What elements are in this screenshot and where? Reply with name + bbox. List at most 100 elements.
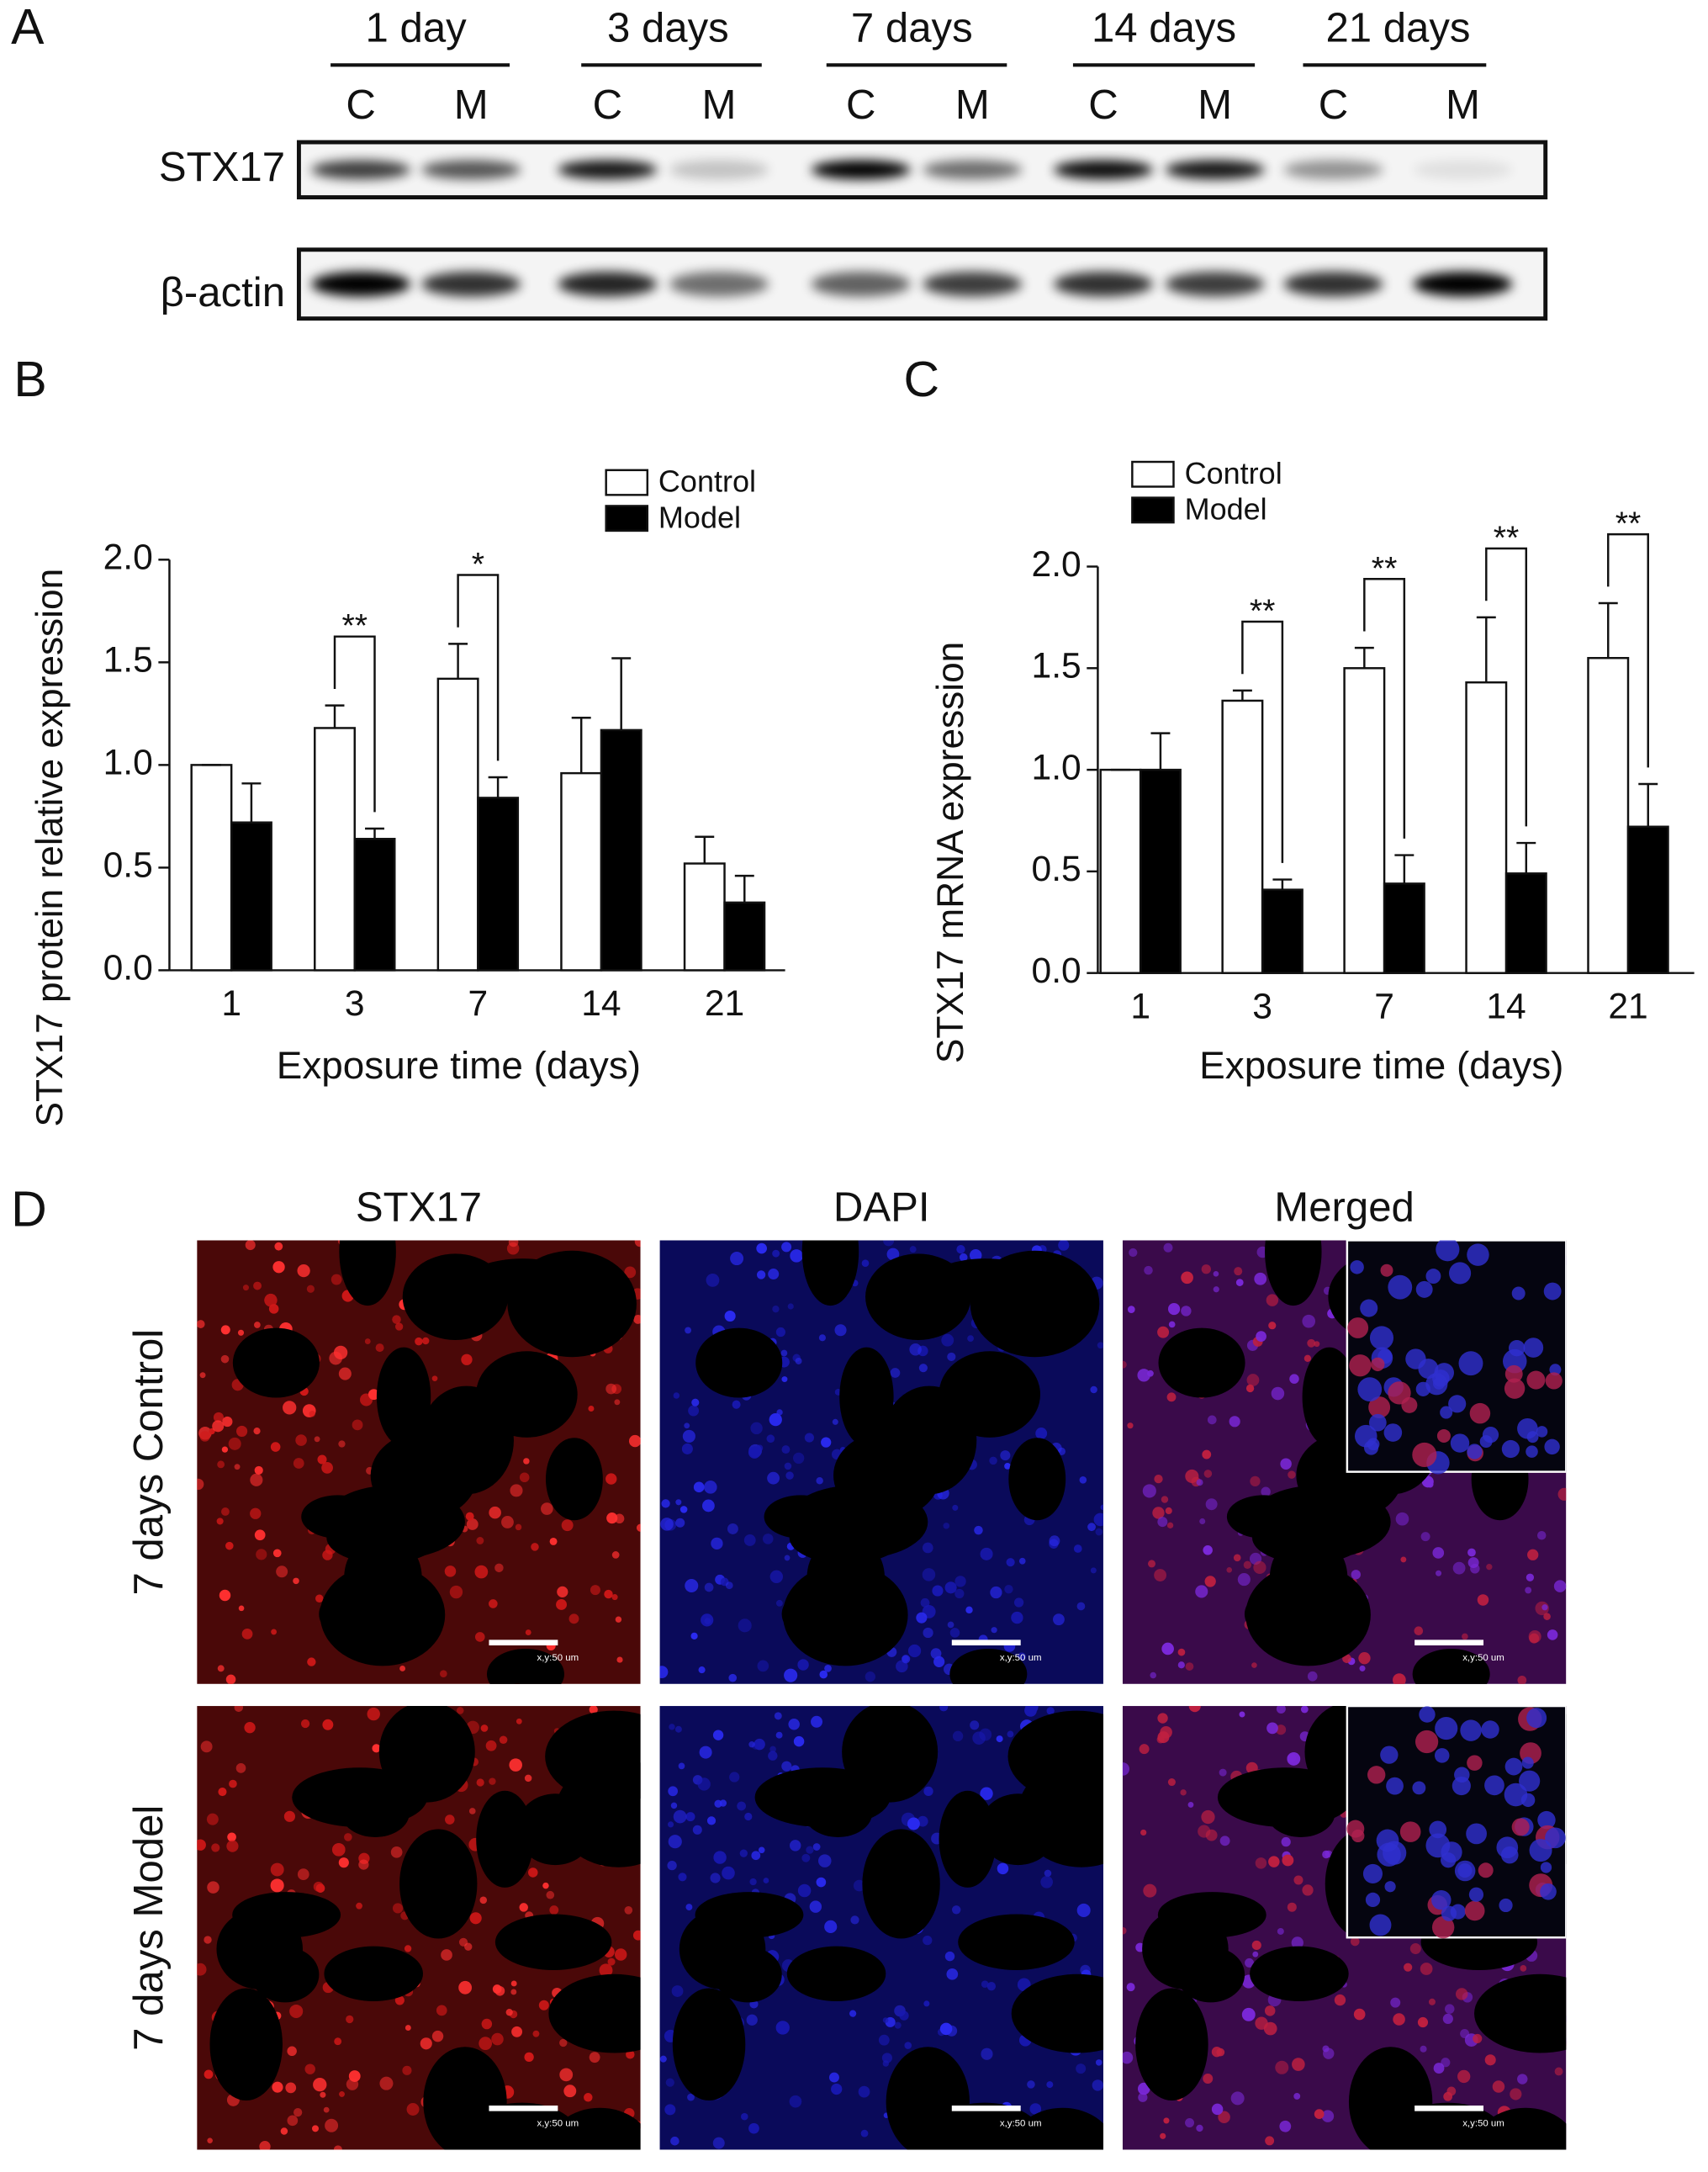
bar [353, 837, 396, 972]
cell [204, 2069, 214, 2079]
inset-cell [1384, 1881, 1396, 1893]
inset-cell [1501, 1439, 1520, 1459]
inset-cell [1368, 1413, 1387, 1432]
cell [489, 1599, 498, 1608]
cell [568, 1613, 579, 1624]
group-label: 7 days Model [126, 1805, 172, 2051]
cell [1243, 1560, 1252, 1570]
significance-bracket [457, 574, 500, 761]
cell [200, 1740, 213, 1753]
cell [211, 1843, 220, 1852]
cell [713, 1851, 727, 1864]
cell [878, 2034, 890, 2046]
cell [1049, 1535, 1060, 1547]
cell [991, 1627, 997, 1634]
cell [250, 1473, 263, 1486]
cell [476, 1537, 484, 1544]
inset-cell [1380, 1263, 1393, 1277]
airspace [713, 1947, 782, 2003]
cell [797, 1883, 812, 1898]
cell [1129, 1248, 1138, 1258]
inset-cell [1362, 1863, 1383, 1883]
lane-label: M [1446, 82, 1480, 128]
inset-cell [1511, 1818, 1530, 1836]
cell [768, 1751, 778, 1761]
cell [669, 1724, 675, 1730]
cell [1004, 1585, 1013, 1594]
cell [505, 2009, 513, 2016]
inset-cell [1346, 1820, 1365, 1838]
cell [227, 1832, 236, 1842]
cell [1414, 1626, 1424, 1636]
cell [748, 1446, 761, 1459]
cell [1446, 2086, 1457, 2096]
cell [923, 1935, 933, 1946]
cell [816, 1877, 827, 1888]
cell [492, 1984, 502, 1994]
significance-bracket [1241, 620, 1284, 863]
cell [605, 1473, 617, 1485]
airspace [930, 1258, 1041, 1301]
cell [1203, 1470, 1213, 1478]
cell [1536, 1531, 1547, 1540]
cell [220, 1507, 230, 1516]
cell [615, 1616, 622, 1623]
cell [1211, 2103, 1224, 2116]
cell [1409, 1943, 1421, 1955]
inset-cell [1360, 1299, 1378, 1317]
blot-band [811, 160, 911, 180]
x-tick-label: 1 [1130, 987, 1150, 1027]
cell [1302, 1884, 1314, 1896]
time-point-label: 14 days [1092, 5, 1236, 50]
cell [1139, 1744, 1150, 1755]
cell [1420, 1532, 1430, 1542]
airspace [786, 1946, 886, 2001]
micrograph: x,y:50 um [197, 1240, 641, 1684]
cell [207, 1881, 219, 1894]
airspace [324, 1946, 424, 2001]
cell [819, 1670, 828, 1679]
cell [801, 1853, 811, 1862]
cell [1011, 1611, 1023, 1624]
cell [1196, 1479, 1203, 1486]
cell [212, 1420, 225, 1433]
bar [1465, 681, 1508, 974]
cell [559, 2068, 574, 2082]
cell [1035, 1428, 1048, 1439]
cell [1484, 2054, 1496, 2066]
cell [406, 2103, 420, 2116]
cell [589, 2052, 600, 2063]
inset-cell [1460, 1719, 1482, 1741]
cell [238, 1605, 245, 1612]
x-tick-label: 3 [1252, 987, 1272, 1027]
cell [933, 1655, 945, 1667]
cell [523, 1458, 530, 1465]
cell [725, 1581, 733, 1590]
cell [1160, 2132, 1166, 2139]
y-tick-label: 1.5 [1032, 646, 1081, 686]
airspace [1265, 1240, 1322, 1306]
cell [402, 2065, 412, 2075]
cell [1168, 1321, 1176, 1328]
cell [501, 1516, 514, 1528]
cell [1079, 1476, 1087, 1484]
cell [379, 2076, 394, 2090]
cell [1181, 1271, 1193, 1285]
x-axis-label: Exposure time (days) [1199, 1043, 1563, 1087]
cell [916, 1612, 928, 1624]
cell [510, 1980, 517, 1987]
cell [606, 1512, 618, 1524]
legend-label: Model [658, 500, 741, 534]
cell [542, 1882, 549, 1889]
airspace [862, 1829, 940, 1939]
cell [904, 2042, 912, 2049]
inset-cell [1435, 1716, 1458, 1740]
cell [516, 1718, 522, 1724]
cell [775, 1327, 785, 1338]
inset-cell [1350, 1260, 1364, 1274]
cell [280, 2127, 288, 2135]
inset-cell [1449, 1262, 1472, 1285]
cell [390, 1846, 403, 1858]
cell [1122, 1762, 1130, 1776]
cell [1275, 2060, 1289, 2074]
